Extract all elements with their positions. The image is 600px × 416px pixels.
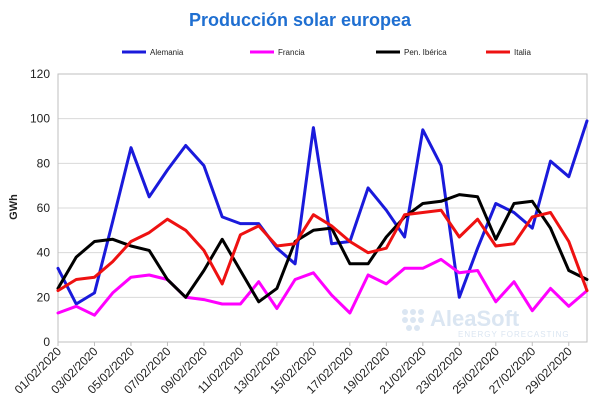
- plot-area-border: [57, 73, 588, 343]
- x-axis-ticks: 01/02/202003/02/202005/02/202007/02/2020…: [12, 342, 575, 397]
- watermark-tagline: ENERGY FORECASTING: [458, 330, 570, 339]
- legend-entry: Pen. Ibérica: [404, 48, 447, 57]
- legend-entry: Alemania: [150, 48, 184, 57]
- aleasoft-logo-icon: [402, 309, 424, 331]
- series-line-pen-ib-rica: [56, 193, 589, 304]
- y-tick-label: 0: [43, 335, 50, 349]
- y-tick-label: 80: [37, 156, 51, 170]
- y-tick-label: 20: [37, 290, 51, 304]
- series-lines: [56, 119, 589, 317]
- legend: Alemania Francia Pen. Ibérica Italia: [122, 48, 531, 57]
- series-line-alemania: [56, 119, 589, 306]
- series-line-francia: [56, 257, 589, 317]
- y-tick-label: 120: [30, 67, 50, 81]
- y-tick-label: 40: [37, 246, 51, 260]
- y-tick-label: 60: [37, 201, 51, 215]
- y-axis-ticks: 0 20 40 60 80 100 120: [30, 67, 50, 349]
- watermark-brand: AleaSoft: [430, 306, 520, 331]
- chart-title: Producción solar europea: [189, 10, 412, 30]
- legend-entry: Francia: [278, 48, 305, 57]
- y-axis-label: GWh: [8, 194, 20, 220]
- aleasoft-watermark: AleaSoft ENERGY FORECASTING: [402, 306, 570, 339]
- plot-frame: [57, 73, 588, 343]
- y-tick-label: 100: [30, 112, 50, 126]
- series-line-italia: [56, 208, 589, 293]
- legend-entry: Italia: [514, 48, 531, 57]
